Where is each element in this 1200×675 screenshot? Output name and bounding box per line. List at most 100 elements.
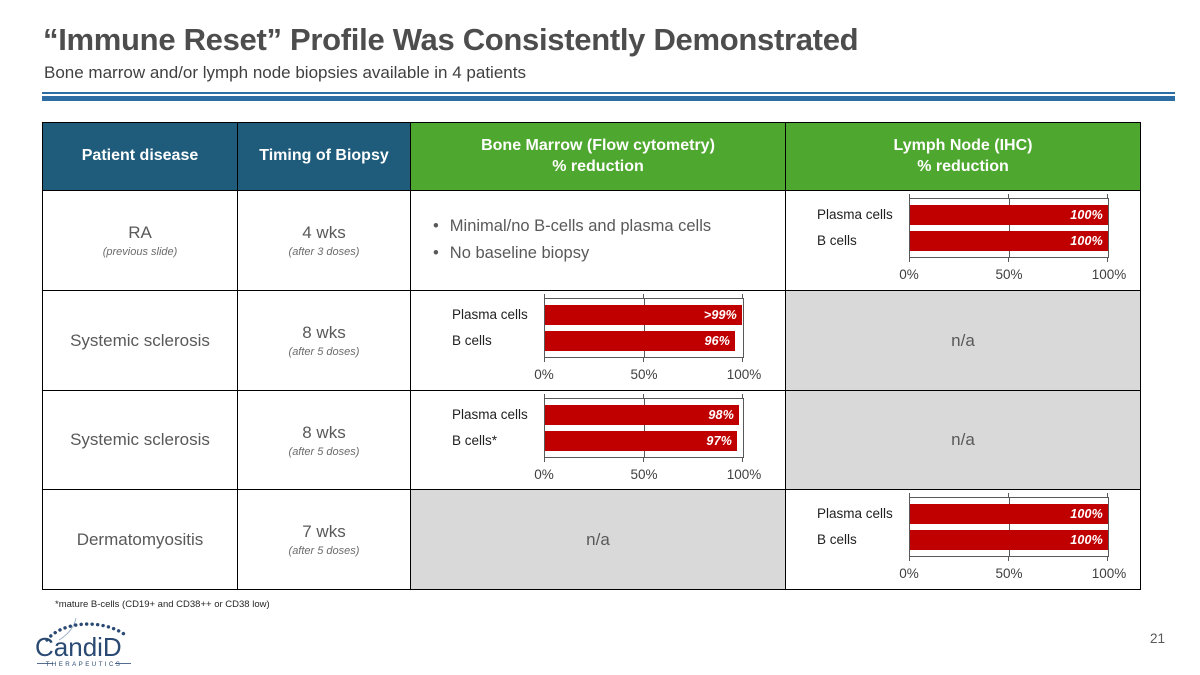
header-label: Bone Marrow (Flow cytometry) (481, 136, 715, 154)
header-label: Timing of Biopsy (259, 147, 389, 165)
chart-value-label: 100% (1070, 533, 1103, 547)
table-row-1-timing-cell: 4 wks (after 3 doses) (238, 191, 411, 291)
chart-x-tick-label: 50% (995, 267, 1023, 282)
chart-x-axis: 0% 50% 100% (534, 367, 761, 383)
bullet-item: • No baseline biopsy (433, 244, 777, 264)
chart-category-label: Plasma cells (452, 406, 528, 422)
chart-category-label: B cells (817, 532, 857, 547)
chart-value-label: >99% (703, 308, 737, 322)
header-divider (42, 92, 1175, 101)
table-row-1-bone-marrow-cell: • Minimal/no B-cells and plasma cells • No… (411, 191, 786, 291)
bullet-icon: • (433, 244, 439, 262)
disease-name: RA (128, 223, 152, 242)
chart-plot-area: 98% 97% (544, 393, 744, 462)
bone-marrow-chart-systemic-sclerosis-1: Plasma cells B cells >99% 96% 0% 50% 100% (452, 294, 761, 383)
chart-x-tick-label: 0% (899, 566, 919, 581)
chart-x-tick-label: 0% (899, 267, 919, 282)
chart-tick-mark (1008, 194, 1009, 198)
chart-tick-mark (1008, 258, 1009, 262)
chart-x-tick-label: 100% (1091, 267, 1127, 282)
table-row-3-timing-cell: 8 wks (after 5 doses) (238, 391, 411, 490)
chart-bar: 100% (910, 231, 1108, 251)
disease-name: Dermatomyositis (76, 529, 204, 549)
slide-title: “Immune Reset” Profile Was Consistently … (43, 22, 859, 57)
logo-tagline: THERAPEUTICS (46, 661, 123, 668)
chart-x-tick-label: 100% (1091, 566, 1127, 581)
bone-marrow-chart-systemic-sclerosis-2: Plasma cells B cells* 98% 97% 0% 50% 100% (452, 393, 761, 483)
company-logo: CandiD THERAPEUTICS (32, 617, 140, 675)
bullet-item: • Minimal/no B-cells and plasma cells (433, 217, 777, 237)
chart-x-axis: 0% 50% 100% (899, 566, 1126, 582)
chart-tick-mark (909, 194, 910, 198)
chart-tick-mark (909, 258, 910, 262)
chart-tick-mark (643, 358, 644, 362)
chart-bar: 100% (910, 530, 1108, 550)
table-row-2-disease-cell: Systemic sclerosis (43, 291, 238, 391)
timing-note: (after 3 doses) (288, 246, 360, 258)
chart-tick-mark (1008, 493, 1009, 497)
table-row-4-lymph-node-cell: Plasma cells B cells 100% 100% 0% 50% 100% (786, 490, 1141, 590)
divider-thick-line (42, 96, 1175, 101)
header-timing-of-biopsy: Timing of Biopsy (238, 123, 411, 191)
chart-tick-mark (1107, 493, 1108, 497)
chart-tick-mark (742, 457, 743, 462)
chart-tick-mark (643, 393, 644, 398)
chart-tick-mark (1107, 194, 1108, 198)
chart-value-label: 100% (1070, 234, 1103, 248)
timing-note: (after 5 doses) (288, 346, 360, 358)
header-patient-disease: Patient disease (43, 123, 238, 191)
chart-category-label: Plasma cells (817, 506, 893, 521)
disease-name: Systemic sclerosis (70, 430, 210, 449)
lymph-node-chart-ra: Plasma cells B cells 100% 100% 0% 50% 100% (817, 194, 1126, 283)
table-row-4-timing-cell: 7 wks (after 5 doses) (238, 490, 411, 590)
header-sublabel: % reduction (552, 157, 644, 175)
chart-bar: 97% (545, 430, 738, 451)
timing-note: (after 5 doses) (288, 445, 360, 458)
slide-subtitle: Bone marrow and/or lymph node biopsies a… (44, 63, 526, 82)
table-row-4-bone-marrow-cell: n/a (411, 490, 786, 590)
disease-name: Systemic sclerosis (70, 330, 210, 350)
bullet-text: Minimal/no B-cells and plasma cells (449, 217, 712, 236)
timing-note: (after 5 doses) (288, 545, 360, 557)
chart-x-tick-label: 100% (726, 367, 762, 382)
timing-value: 8 wks (302, 422, 346, 442)
chart-x-tick-label: 50% (630, 367, 658, 382)
chart-x-tick-label: 0% (534, 367, 554, 382)
footnote: *mature B-cells (CD19+ and CD38++ or CD3… (55, 599, 270, 610)
chart-bar: 98% (545, 404, 740, 425)
chart-x-tick-label: 100% (726, 466, 762, 482)
chart-tick-mark (742, 393, 743, 398)
chart-x-axis: 0% 50% 100% (534, 467, 761, 483)
chart-tick-mark (544, 393, 545, 398)
na-label: n/a (586, 529, 610, 549)
chart-x-axis: 0% 50% 100% (899, 267, 1126, 283)
table-row-2-timing-cell: 8 wks (after 5 doses) (238, 291, 411, 391)
header-lymph-node: Lymph Node (IHC) % reduction (786, 123, 1141, 191)
header-label: Patient disease (81, 147, 199, 165)
divider-thin-line (42, 92, 1175, 94)
table-row-1-disease-cell: RA (previous slide) (43, 191, 238, 291)
chart-bar: 100% (910, 205, 1108, 225)
chart-value-label: 96% (704, 334, 731, 348)
chart-plot-area: 100% 100% (909, 493, 1109, 561)
chart-tick-mark (544, 358, 545, 362)
logo-dotted-arc (45, 622, 126, 642)
divider-gap (42, 94, 1175, 96)
table-row-3-bone-marrow-cell: Plasma cells B cells* 98% 97% 0% 50% 100% (411, 391, 786, 490)
chart-tick-mark (643, 294, 644, 298)
chart-value-label: 100% (1070, 507, 1103, 521)
chart-bar: >99% (545, 305, 742, 325)
timing-value: 4 wks (302, 223, 346, 242)
company-logo-graphic: CandiD THERAPEUTICS (35, 617, 131, 668)
logo-name: CandiD (35, 632, 122, 662)
header-sublabel: % reduction (917, 157, 1009, 175)
chart-tick-mark (1107, 557, 1108, 561)
table-row-1-lymph-node-cell: Plasma cells B cells 100% 100% 0% 50% 100% (786, 191, 1141, 291)
na-label: n/a (951, 430, 975, 449)
chart-category-label: B cells (452, 333, 492, 348)
chart-tick-mark (742, 294, 743, 298)
chart-category-label: B cells* (452, 432, 498, 448)
chart-value-label: 100% (1070, 208, 1103, 222)
chart-tick-mark (643, 457, 644, 462)
